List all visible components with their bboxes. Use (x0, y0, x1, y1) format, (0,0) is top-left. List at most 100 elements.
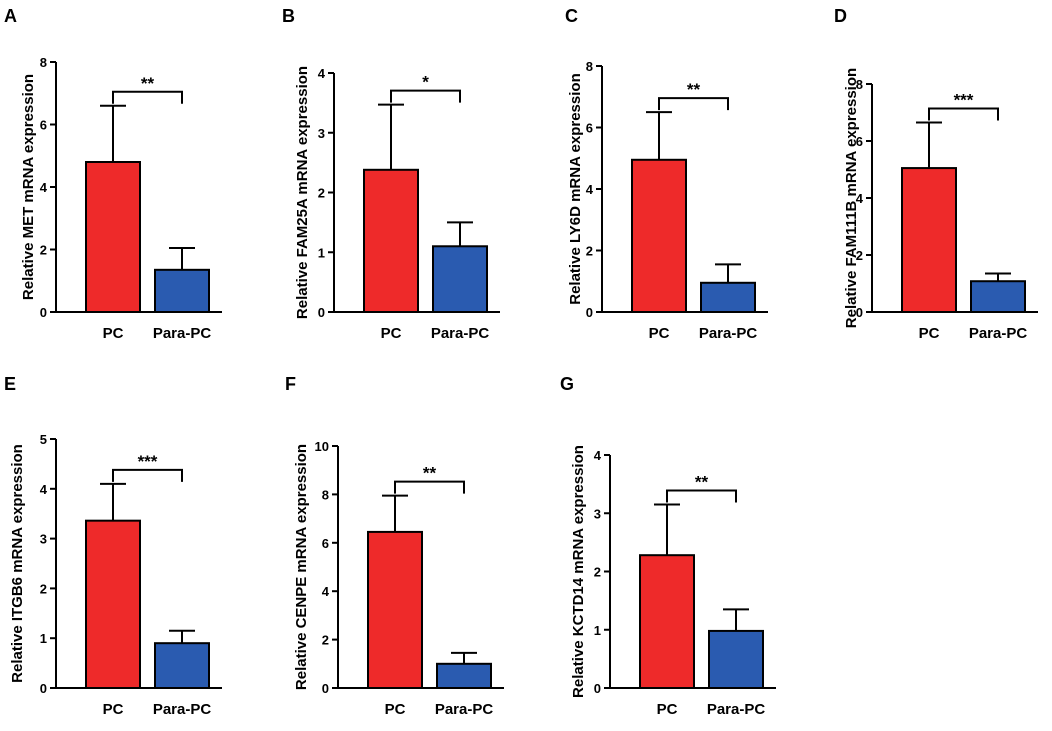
significance-bracket (112, 468, 183, 482)
y-tick-label: 2 (40, 243, 47, 258)
y-tick-label: 8 (40, 55, 47, 70)
bar-pc (639, 554, 695, 689)
bar-pc (85, 161, 141, 313)
bar-para-pc (708, 629, 764, 689)
x-category-label: Para-PC (707, 701, 766, 718)
y-tick-label: 4 (322, 584, 330, 599)
significance-label: ** (695, 473, 709, 492)
bar-para-pc (700, 281, 756, 314)
x-category-label: PC (381, 325, 402, 342)
x-category-label: Para-PC (431, 325, 490, 342)
panel-b: B Relative FAM25A mRNA expression 0 1 2 3 4 PC P… (282, 6, 500, 342)
y-tick-label: 0 (40, 305, 47, 320)
panel-letter: G (560, 374, 574, 394)
y-axis-label: Relative ITGB6 mRNA expression (9, 444, 26, 683)
y-tick-label: 0 (322, 681, 329, 696)
x-category-label: Para-PC (699, 325, 758, 342)
y-tick-label: 6 (40, 118, 47, 133)
bar-pc (363, 168, 419, 313)
bar-para-pc (432, 245, 488, 313)
x-category-label: Para-PC (153, 701, 212, 718)
y-tick-label: 6 (856, 134, 863, 149)
y-tick-label: 3 (318, 126, 325, 141)
y-tick-label: 2 (318, 186, 325, 201)
bar-para-pc (154, 268, 210, 313)
significance-bracket (112, 90, 183, 104)
y-tick-label: 4 (40, 482, 48, 497)
y-tick-label: 4 (856, 191, 864, 206)
x-category-label: Para-PC (153, 325, 212, 342)
significance-label: *** (138, 452, 158, 471)
significance-label: ** (423, 464, 437, 483)
y-axis-label: Relative LY6D mRNA expression (567, 73, 584, 304)
panel-letter: F (285, 374, 296, 394)
significance-bracket (658, 97, 729, 111)
y-tick-label: 0 (40, 681, 47, 696)
y-tick-label: 1 (40, 631, 47, 646)
bar-para-pc (154, 642, 210, 689)
significance-bracket (928, 107, 999, 121)
panel-letter: A (4, 6, 17, 26)
x-category-label: PC (385, 701, 406, 718)
y-tick-label: 2 (856, 248, 863, 263)
y-tick-label: 4 (40, 180, 48, 195)
significance-label: ** (687, 80, 701, 99)
y-tick-label: 8 (322, 487, 329, 502)
x-category-label: PC (657, 701, 678, 718)
x-category-label: PC (919, 325, 940, 342)
y-tick-label: 5 (40, 432, 47, 447)
x-category-label: Para-PC (969, 325, 1028, 342)
bar-para-pc (970, 280, 1026, 314)
significance-label: *** (954, 90, 974, 109)
y-tick-label: 10 (315, 439, 329, 454)
y-tick-label: 3 (594, 506, 601, 521)
y-tick-label: 6 (586, 121, 593, 136)
x-category-label: PC (103, 701, 124, 718)
y-axis-label: Relative MET mRNA expression (20, 74, 37, 300)
panel-letter: E (4, 374, 16, 394)
y-tick-label: 2 (594, 565, 601, 580)
y-tick-label: 0 (856, 305, 863, 320)
y-tick-label: 2 (586, 244, 593, 259)
x-category-label: PC (649, 325, 670, 342)
bar-pc (367, 530, 423, 689)
panel-f: F Relative CENPE mRNA expression 0 2 4 6 8 10 PC… (285, 374, 504, 718)
significance-bracket (390, 89, 461, 103)
y-axis-label: Relative KCTD14 mRNA expression (570, 445, 587, 698)
panel-letter: C (565, 6, 578, 26)
significance-label: ** (141, 74, 155, 93)
panel-letter: D (834, 6, 847, 26)
y-tick-label: 1 (318, 245, 325, 260)
y-tick-label: 4 (594, 448, 602, 463)
y-axis-label: Relative FAM111B mRNA expression (843, 68, 860, 328)
bar-pc (901, 167, 957, 313)
x-category-label: PC (103, 325, 124, 342)
y-tick-label: 2 (40, 581, 47, 596)
y-tick-label: 3 (40, 532, 47, 547)
bar-para-pc (436, 662, 492, 689)
bar-pc (631, 158, 687, 313)
panel-letter: B (282, 6, 295, 26)
y-axis-label: Relative FAM25A mRNA expression (294, 66, 311, 319)
y-tick-label: 4 (318, 66, 326, 81)
panel-e: E Relative ITGB6 mRNA expression 0 1 2 3 4 5 PC P… (4, 374, 222, 718)
y-tick-label: 8 (586, 59, 593, 74)
significance-bracket (394, 480, 465, 494)
y-tick-label: 8 (856, 77, 863, 92)
significance-bracket (666, 489, 737, 503)
y-axis-label: Relative CENPE mRNA expression (293, 444, 310, 690)
y-tick-label: 6 (322, 536, 329, 551)
y-tick-label: 0 (586, 305, 593, 320)
y-tick-label: 2 (322, 633, 329, 648)
bar-pc (85, 519, 141, 689)
y-tick-label: 0 (318, 305, 325, 320)
y-tick-label: 4 (586, 182, 594, 197)
y-tick-label: 1 (594, 623, 601, 638)
y-tick-label: 0 (594, 681, 601, 696)
significance-label: * (422, 73, 429, 92)
x-category-label: Para-PC (435, 701, 494, 718)
